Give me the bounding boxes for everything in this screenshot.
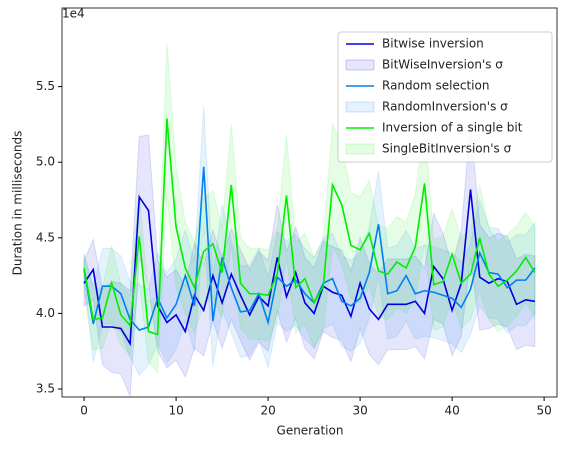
line — [83, 118, 536, 336]
legend-patch — [345, 59, 375, 71]
y-tick-label: 4.0 — [36, 306, 55, 320]
legend-label: Random selection — [382, 79, 489, 93]
x-axis-label: Generation — [277, 424, 344, 438]
legend: Bitwise inversion BitWiseInversion's σ Ran… — [337, 31, 553, 163]
x-tick-label: 0 — [80, 404, 88, 418]
legend-label: Inversion of a single bit — [382, 121, 523, 135]
legend-label: SingleBitInversion's σ — [382, 142, 512, 156]
legend-box — [337, 31, 553, 163]
x-tick-label: 10 — [168, 404, 183, 418]
y-axis-label: Duration in milliseconds — [11, 131, 25, 276]
plot-frame — [61, 7, 558, 398]
x-tick-label: 50 — [536, 404, 551, 418]
x-tick-label: 30 — [352, 404, 367, 418]
y-tick-label: 4.5 — [36, 230, 55, 244]
y-tick-label: 5.5 — [36, 79, 55, 93]
offset-label: 1e4 — [62, 7, 85, 21]
x-tick-label: 40 — [444, 404, 459, 418]
legend-patch — [345, 101, 375, 113]
legend-label: RandomInversion's σ — [382, 100, 508, 114]
y-tick-label: 3.5 — [36, 381, 55, 395]
legend-patch — [345, 143, 375, 155]
y-tick-label: 5.0 — [36, 155, 55, 169]
legend-label: BitWiseInversion's σ — [382, 58, 503, 72]
legend-label: Bitwise inversion — [382, 37, 484, 51]
sigma-band — [83, 42, 536, 374]
x-tick-label: 20 — [260, 404, 275, 418]
